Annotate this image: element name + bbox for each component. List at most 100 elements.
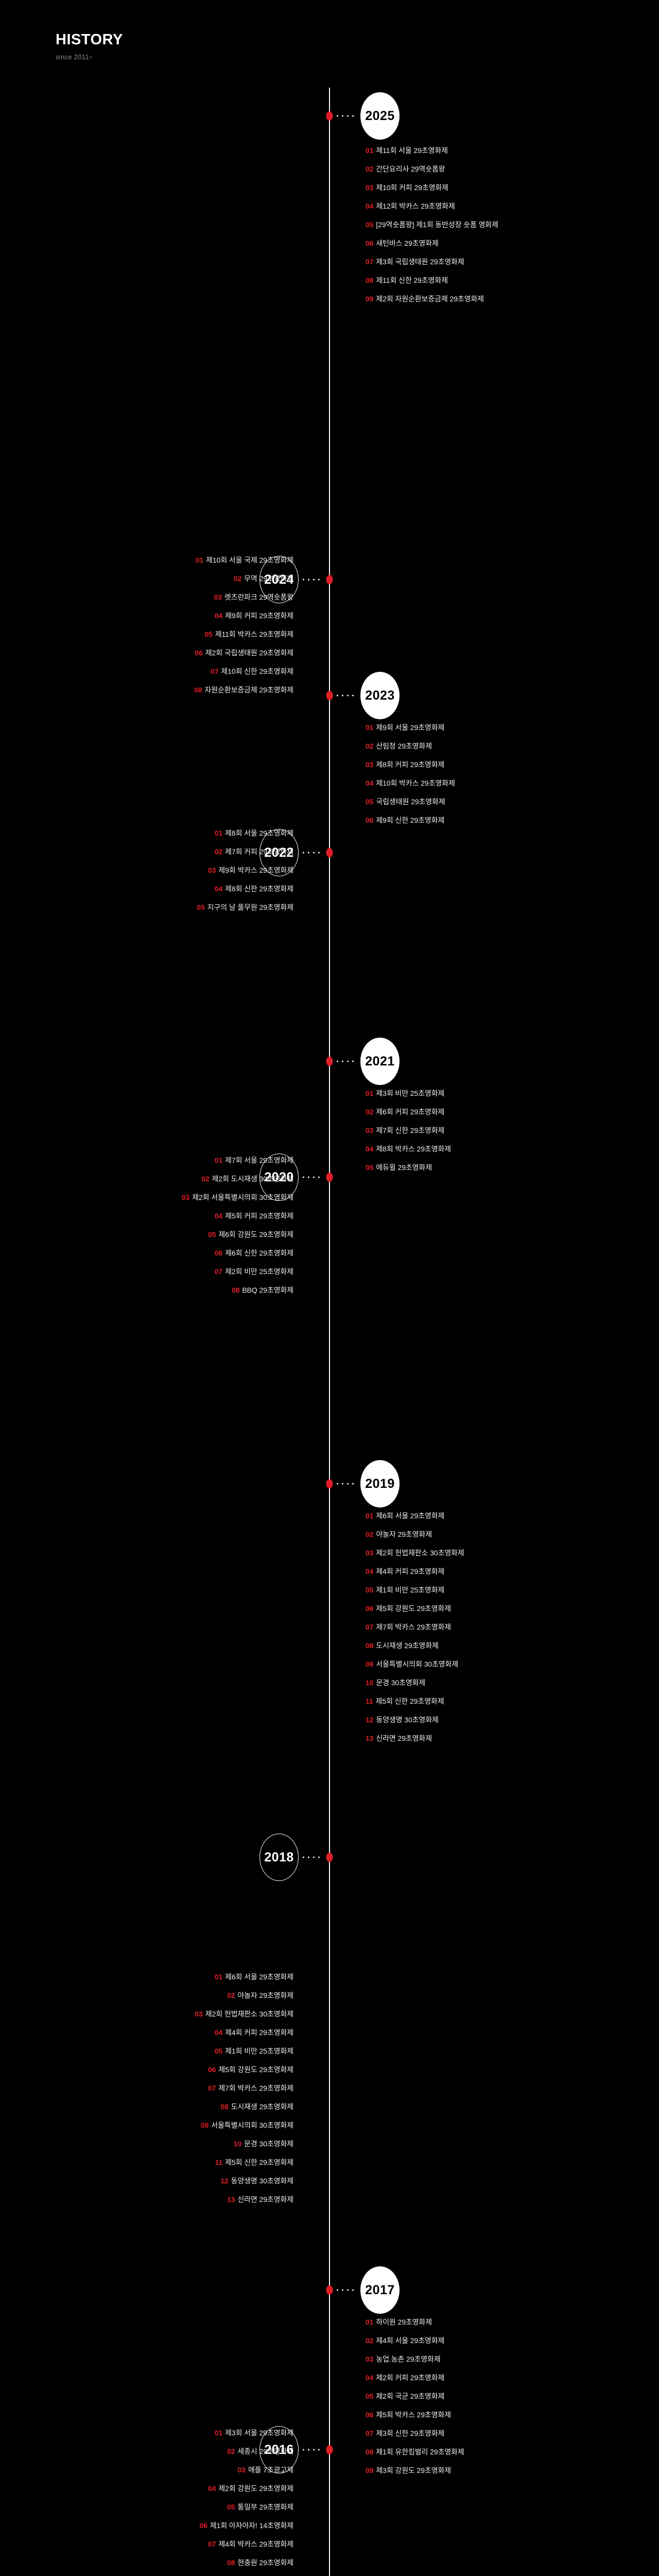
list-item[interactable]: 13 신라면 29초영화제 [366,1735,464,1742]
list-item[interactable]: 06 제6회 신한 29초영화제 [182,1249,293,1257]
list-item[interactable]: 04 제10회 박카스 29초영화제 [366,779,455,787]
list-item[interactable]: 03 제8회 커피 29초영화제 [366,761,455,768]
connector-dot [352,1483,354,1485]
connector-dot [313,1856,315,1858]
list-item[interactable]: 03 제7회 신한 29초영화제 [366,1127,451,1134]
list-item[interactable]: 08 자원순환보증금제 29초영화제 [194,686,293,693]
list-item[interactable]: 08 도시재생 29초영화제 [366,1642,464,1649]
list-item[interactable]: 09 제2회 자원순환보증금제 29초영화제 [366,295,498,302]
year-bubble-2016[interactable]: 2016 [259,2426,299,2473]
list-item[interactable]: 09 서울특별시의회 30초영화제 [366,1660,464,1668]
year-bubble-2018[interactable]: 2018 [259,1834,299,1881]
list-item[interactable]: 08 도시재생 29초영화제 [195,2103,293,2110]
list-item[interactable]: 11 제5회 신한 29초영화제 [195,2159,294,2166]
list-item[interactable]: 01 제9회 서울 29초영화제 [366,724,455,731]
list-item[interactable]: 08 제1회 유한킴벌리 29초영화제 [366,2448,464,2455]
list-item[interactable]: 04 제8회 박카스 29초영화제 [366,1145,451,1153]
list-item[interactable]: 04 제5회 커피 29초영화제 [182,1212,293,1219]
year-bubble-2020[interactable]: 2020 [259,1154,299,1201]
list-item[interactable]: 04 제12회 박카스 29초영화제 [366,202,498,210]
list-item[interactable]: 07 제7회 박카스 29초영화제 [195,2084,293,2092]
list-item[interactable]: 01 하이원 29초영화제 [366,2318,464,2326]
list-item[interactable]: 04 제8회 신한 29초영화제 [197,885,293,892]
list-item[interactable]: 01 제11회 서울 29초영화제 [366,147,498,154]
list-item[interactable]: 13 신라면 29초영화제 [195,2196,293,2203]
list-item[interactable]: 02 제2회 도시재생 30초영화제 [182,1175,293,1182]
list-item[interactable]: 06 제5회 박카스 29초영화제 [366,2411,464,2418]
list-item[interactable]: 05 국립생태원 29초영화제 [366,798,455,805]
list-item[interactable]: 07 제3회 국립생태원 29초영화제 [366,258,498,265]
list-item[interactable]: 01 제6회 서울 29초영화제 [366,1512,464,1519]
list-item[interactable]: 06 새턴바스 29초영화제 [366,240,498,247]
year-bubble-2024[interactable]: 2024 [259,556,299,603]
list-item[interactable]: 03 제2회 헌법재판소 30초영화제 [195,2010,293,2018]
year-bubble-2017[interactable]: 2017 [360,2266,400,2314]
list-item[interactable]: 02 무역 29초영화제 [194,575,293,582]
list-item[interactable]: 12 동양생명 30초영화제 [366,1716,464,1723]
list-item[interactable]: 01 제7회 서울 29초영화제 [182,1157,293,1164]
timeline-node-dot [326,1057,333,1066]
list-item[interactable]: 07 제10회 신한 29초영화제 [194,668,293,675]
list-item[interactable]: 06 제5회 강원도 29초영화제 [366,1605,464,1612]
list-item[interactable]: 07 제7회 박카스 29초영화제 [366,1623,464,1631]
year-bubble-2023[interactable]: 2023 [360,672,400,719]
list-item[interactable]: 01 제3회 비만 25초영화제 [366,1090,451,1097]
list-item[interactable]: 06 제2회 국립생태원 29초영화제 [194,649,293,656]
list-item[interactable]: 04 제4회 커피 29초영화제 [195,2029,293,2036]
list-item[interactable]: 01 제6회 서울 29초영화제 [195,1973,293,1980]
list-item[interactable]: 11 제5회 신한 29초영화제 [366,1698,464,1705]
list-item[interactable]: 02 세종시 29초영화제 [199,2448,293,2455]
list-item[interactable]: 04 제4회 커피 29초영화제 [366,1568,464,1575]
list-item[interactable]: 01 제3회 서울 29초영화제 [199,2429,293,2436]
list-item[interactable]: 01 제8회 서울 29초영화제 [197,829,293,837]
list-item[interactable]: 05 [29역숏폼왕] 제1회 동반성장 숏폼 영화제 [366,221,498,228]
list-item[interactable]: 03 제2회 헌법재판소 30초영화제 [366,1549,464,1556]
list-item[interactable]: 01 제10회 서울 국제 29초영화제 [194,556,293,564]
year-label: 2023 [365,688,395,703]
list-item[interactable]: 05 제11회 박카스 29초영화제 [194,631,293,638]
list-item[interactable]: 02 야놀자 29초영화제 [366,1531,464,1538]
list-item[interactable]: 04 제2회 강원도 29초영화제 [199,2485,293,2492]
year-bubble-2021[interactable]: 2021 [360,1038,400,1085]
list-item[interactable]: 10 문경 30초영화제 [366,1679,464,1686]
list-item[interactable]: 05 제1회 비만 25초영화제 [195,2047,293,2055]
list-item[interactable]: 06 제9회 신한 29초영화제 [366,817,455,824]
year-bubble-2022[interactable]: 2022 [259,829,299,876]
list-item[interactable]: 05 제1회 비만 25초영화제 [366,1586,464,1594]
item-label: BBQ 29초영화제 [242,1286,293,1294]
list-item[interactable]: 02 제7회 커피 29초영화제 [197,848,293,855]
list-item[interactable]: 07 제2회 비만 25초영화제 [182,1268,293,1275]
list-item[interactable]: 02 제6회 커피 29초영화제 [366,1108,451,1115]
list-item[interactable]: 06 제1회 아자아자! 14초영화제 [199,2522,293,2529]
list-item[interactable]: 10 문경 30초영화제 [195,2140,293,2147]
list-item[interactable]: 03 제9회 박카스 29초영화제 [197,867,293,874]
list-item[interactable]: 03 렛츠런파크 29역숏폼왕 [194,594,293,601]
timeline-node-dot [326,1853,333,1862]
list-item[interactable]: 08 BBQ 29초영화제 [182,1286,293,1294]
list-item[interactable]: 05 제6회 강원도 29초영화제 [182,1231,293,1238]
list-item[interactable]: 02 간단요리사 29역숏폼왕 [366,165,498,173]
list-item[interactable]: 08 현충원 29초영화제 [199,2559,293,2566]
list-item[interactable]: 03 농업.농촌 29초영화제 [366,2355,464,2363]
list-item[interactable]: 03 제10회 커피 29초영화제 [366,184,498,191]
year-bubble-2019[interactable]: 2019 [360,1460,400,1507]
list-item[interactable]: 07 제4회 박카스 29초영화제 [199,2540,293,2548]
list-item[interactable]: 09 제3회 강원도 29초영화제 [366,2467,464,2474]
list-item[interactable]: 05 에듀윌 29초영화제 [366,1164,451,1171]
list-item[interactable]: 02 산림청 29초영화제 [366,742,455,750]
list-item[interactable]: 02 야놀자 29초영화제 [195,1992,293,1999]
list-item[interactable]: 07 제3회 신한 29초영화제 [366,2430,464,2437]
list-item[interactable]: 04 제2회 커피 29초영화제 [366,2374,464,2381]
list-item[interactable]: 03 애플 7초광고제 [199,2466,293,2473]
list-item[interactable]: 09 서울특별시의회 30초영화제 [195,2122,293,2129]
list-item[interactable]: 06 제5회 강원도 29초영화제 [195,2066,293,2073]
list-item[interactable]: 05 통일부 29초영화제 [199,2503,293,2511]
list-item[interactable]: 03 제2회 서울특별시의회 30초영화제 [182,1194,293,1201]
year-bubble-2025[interactable]: 2025 [360,92,400,140]
list-item[interactable]: 05 제2회 국군 29초영화제 [366,2393,464,2400]
list-item[interactable]: 05 지구의 날 풀무원 29초영화제 [197,904,293,911]
list-item[interactable]: 04 제9회 커피 29초영화제 [194,612,293,619]
list-item[interactable]: 12 동양생명 30초영화제 [195,2177,293,2184]
list-item[interactable]: 08 제11회 신한 29초영화제 [366,277,498,284]
list-item[interactable]: 02 제4회 서울 29초영화제 [366,2337,464,2344]
